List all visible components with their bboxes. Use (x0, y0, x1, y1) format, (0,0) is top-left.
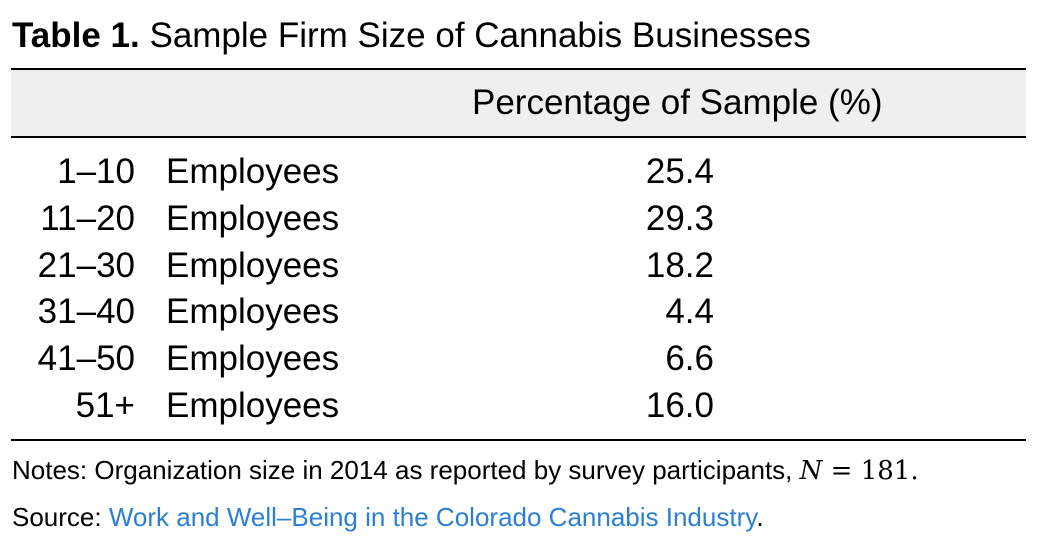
table-caption: Table 1. Sample Firm Size of Cannabis Bu… (12, 14, 811, 58)
row-unit: Employees (166, 339, 340, 379)
math-end: . (910, 456, 919, 486)
header-rule (11, 136, 1026, 138)
row-percentage: 29.3 (645, 198, 714, 238)
table-row: 31–40 Employees 4.4 (0, 290, 1051, 337)
row-unit: Employees (166, 245, 340, 285)
row-unit: Employees (166, 292, 340, 332)
row-unit: Employees (166, 198, 340, 238)
notes-math: N = 181. (800, 456, 919, 486)
notes-text: Notes: Organization size in 2014 as repo… (12, 455, 800, 485)
row-percentage: 6.6 (665, 339, 714, 379)
table-row: 41–50 Employees 6.6 (0, 337, 1051, 384)
row-range: 31–40 (37, 292, 135, 332)
math-value: 181 (860, 456, 911, 486)
row-range: 41–50 (37, 339, 135, 379)
table-row: 21–30 Employees 18.2 (0, 244, 1051, 291)
table-row: 51+ Employees 16.0 (0, 384, 1051, 431)
table-label: Table 1. (12, 16, 140, 55)
table-title: Sample Firm Size of Cannabis Businesses (149, 16, 811, 55)
row-percentage: 16.0 (645, 386, 714, 425)
bottom-rule (11, 439, 1026, 441)
top-rule (11, 68, 1026, 70)
row-range: 51+ (75, 386, 135, 425)
math-variable: N (799, 456, 823, 486)
table-row: 11–20 Employees 29.3 (0, 197, 1051, 244)
source-suffix: . (756, 502, 764, 532)
row-percentage: 18.2 (645, 245, 714, 285)
source-link[interactable]: Work and Well–Being in the Colorado Cann… (108, 502, 757, 532)
row-unit: Employees (166, 386, 340, 425)
row-percentage: 4.4 (665, 292, 714, 332)
column-header: Percentage of Sample (%) (472, 83, 883, 122)
row-percentage: 25.4 (645, 152, 714, 191)
table-notes: Notes: Organization size in 2014 as repo… (12, 452, 919, 489)
row-range: 11–20 (40, 198, 135, 238)
table-source: Source: Work and Well–Being in the Color… (12, 499, 764, 535)
row-unit: Employees (166, 152, 340, 191)
source-prefix: Source: (12, 502, 109, 532)
row-range: 1–10 (57, 152, 135, 191)
row-range: 21–30 (37, 245, 135, 285)
math-relation: = (822, 456, 861, 486)
table-row: 1–10 Employees 25.4 (0, 150, 1051, 197)
header-band (11, 70, 1026, 136)
